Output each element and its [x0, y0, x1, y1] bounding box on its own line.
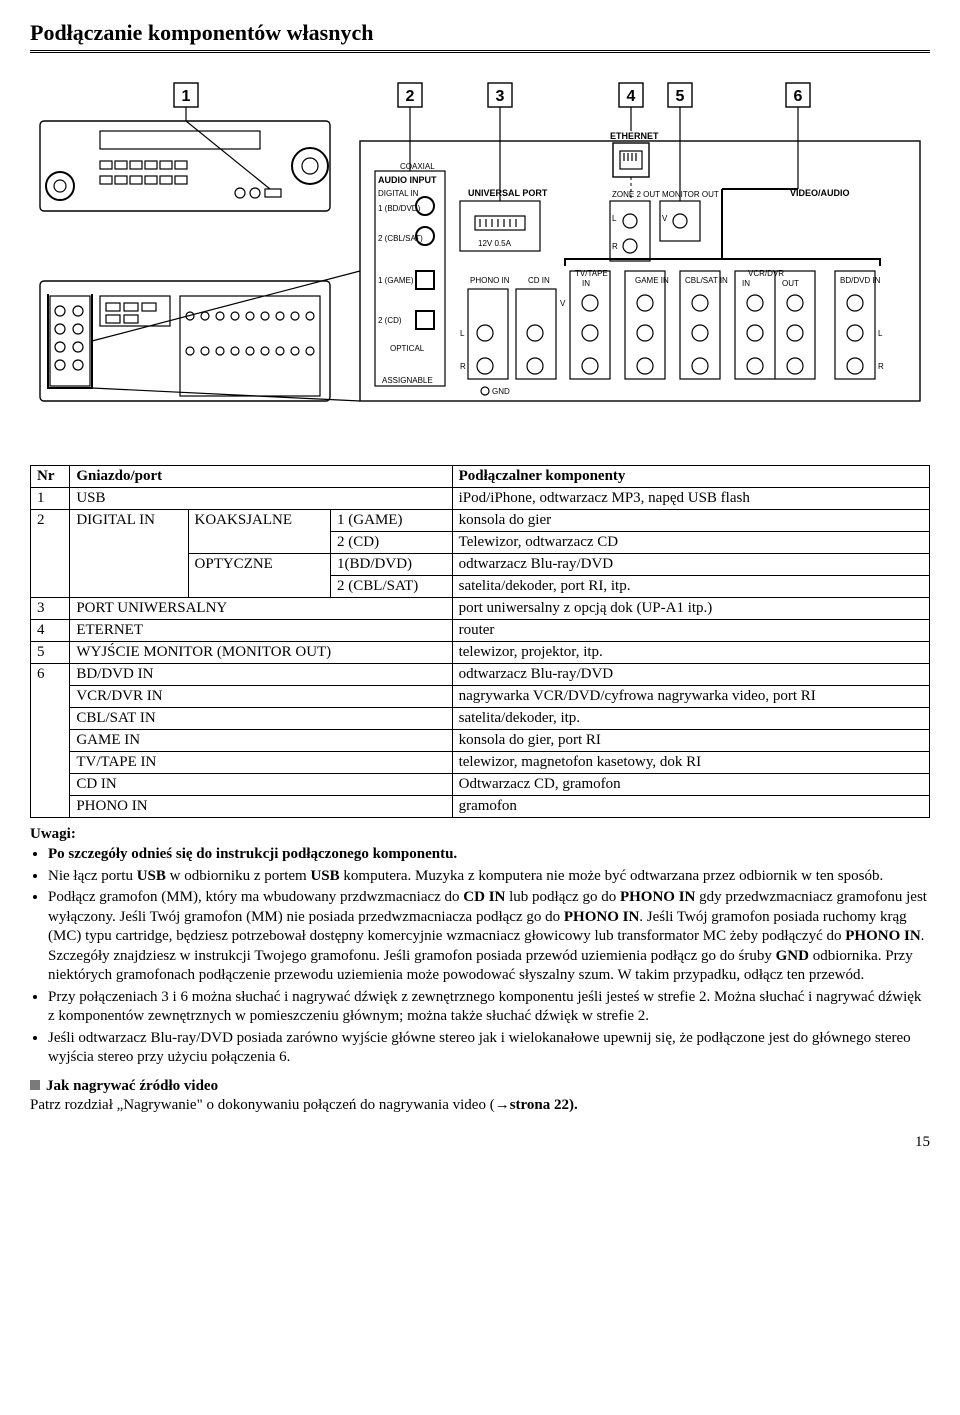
table-header-row: Nr Gniazdo/port Podłączalner komponenty: [31, 466, 930, 488]
svg-text:PHONO IN: PHONO IN: [470, 276, 510, 285]
col-comp: Podłączalner komponenty: [452, 466, 929, 488]
svg-text:1 (GAME): 1 (GAME): [378, 276, 414, 285]
col-nr: Nr: [31, 466, 70, 488]
table-row: 4 ETERNET router: [31, 620, 930, 642]
list-item: Jeśli odtwarzacz Blu-ray/DVD posiada zar…: [48, 1029, 930, 1068]
svg-text:OPTICAL: OPTICAL: [390, 344, 425, 353]
svg-text:GAME IN: GAME IN: [635, 276, 669, 285]
svg-text:AUDIO INPUT: AUDIO INPUT: [378, 175, 437, 185]
ports-table: Nr Gniazdo/port Podłączalner komponenty …: [30, 465, 930, 818]
svg-text:ETHERNET: ETHERNET: [610, 131, 659, 141]
svg-text:V: V: [560, 299, 566, 308]
svg-text:VIDEO/AUDIO: VIDEO/AUDIO: [790, 188, 850, 198]
svg-text:ASSIGNABLE: ASSIGNABLE: [382, 376, 433, 385]
svg-text:IN: IN: [742, 279, 750, 288]
svg-text:R: R: [878, 362, 884, 371]
svg-text:5: 5: [676, 88, 685, 105]
svg-text:R: R: [612, 242, 618, 251]
svg-text:ZONE 2 OUT: ZONE 2 OUT: [612, 190, 660, 199]
svg-text:DIGITAL IN: DIGITAL IN: [378, 189, 419, 198]
square-bullet-icon: [30, 1080, 40, 1090]
connection-diagram: .ln { stroke:#000; stroke-width:1.2; fil…: [30, 71, 930, 451]
svg-text:4: 4: [627, 88, 636, 105]
back-panel-detail-icon: AUDIO INPUT DIGITAL IN COAXIAL 1 (BD/DVD…: [360, 131, 920, 401]
list-item: Nie łącz portu USB w odbiorniku z portem…: [48, 867, 930, 887]
table-row: GAME IN konsola do gier, port RI: [31, 730, 930, 752]
reference-line: Patrz rozdział „Nagrywanie" o dokonywani…: [30, 1097, 930, 1114]
svg-text:L: L: [460, 329, 465, 338]
col-port: Gniazdo/port: [70, 466, 452, 488]
svg-text:CBL/SAT IN: CBL/SAT IN: [685, 276, 728, 285]
svg-text:IN: IN: [582, 279, 590, 288]
svg-text:2: 2: [406, 88, 415, 105]
svg-text:6: 6: [794, 88, 803, 105]
table-row: CD IN Odtwarzacz CD, gramofon: [31, 774, 930, 796]
back-panel-small-icon: [40, 281, 330, 401]
svg-text:3: 3: [496, 88, 505, 105]
front-panel-icon: [40, 121, 330, 211]
list-item: Po szczegóły odnieś się do instrukcji po…: [48, 845, 930, 865]
svg-text:R: R: [460, 362, 466, 371]
sub-heading: Jak nagrywać źródło video: [46, 1078, 218, 1095]
svg-text:MONITOR OUT: MONITOR OUT: [662, 190, 719, 199]
sub-heading-row: Jak nagrywać źródło video: [30, 1078, 930, 1095]
svg-text:1: 1: [182, 88, 191, 105]
svg-text:V: V: [662, 214, 668, 223]
table-row: 1 USB iPod/iPhone, odtwarzacz MP3, napęd…: [31, 488, 930, 510]
svg-text:L: L: [878, 329, 883, 338]
table-row: 2 DIGITAL IN KOAKSJALNE 1 (GAME) konsola…: [31, 510, 930, 532]
svg-text:UNIVERSAL PORT: UNIVERSAL PORT: [468, 188, 548, 198]
diagram-svg: .ln { stroke:#000; stroke-width:1.2; fil…: [30, 71, 930, 451]
svg-text:2 (CBL/SAT): 2 (CBL/SAT): [378, 234, 423, 243]
table-row: VCR/DVR IN nagrywarka VCR/DVD/cyfrowa na…: [31, 686, 930, 708]
table-row: 3 PORT UNIWERSALNY port uniwersalny z op…: [31, 598, 930, 620]
list-item: Przy połączeniach 3 i 6 można słuchać i …: [48, 988, 930, 1027]
notes-heading: Uwagi:: [30, 826, 930, 843]
svg-text:VCR/DVR: VCR/DVR: [748, 269, 784, 278]
table-row: PHONO IN gramofon: [31, 796, 930, 818]
notes-list: Po szczegóły odnieś się do instrukcji po…: [48, 845, 930, 1068]
title-rule: [30, 50, 930, 53]
svg-text:TV/TAPE: TV/TAPE: [575, 269, 608, 278]
svg-text:12V 0.5A: 12V 0.5A: [478, 239, 512, 248]
page-title: Podłączanie komponentów własnych: [30, 20, 930, 46]
page-number: 15: [30, 1134, 930, 1151]
table-row: 6 BD/DVD IN odtwarzacz Blu-ray/DVD: [31, 664, 930, 686]
table-row: TV/TAPE IN telewizor, magnetofon kasetow…: [31, 752, 930, 774]
svg-text:COAXIAL: COAXIAL: [400, 162, 435, 171]
svg-text:OUT: OUT: [782, 279, 799, 288]
svg-text:2 (CD): 2 (CD): [378, 316, 402, 325]
svg-text:GND: GND: [492, 387, 510, 396]
table-row: 5 WYJŚCIE MONITOR (MONITOR OUT) telewizo…: [31, 642, 930, 664]
svg-text:CD IN: CD IN: [528, 276, 550, 285]
table-row: CBL/SAT IN satelita/dekoder, itp.: [31, 708, 930, 730]
svg-text:L: L: [612, 214, 617, 223]
svg-text:1 (BD/DVD): 1 (BD/DVD): [378, 204, 421, 213]
list-item: Podłącz gramofon (MM), który ma wbudowan…: [48, 888, 930, 986]
